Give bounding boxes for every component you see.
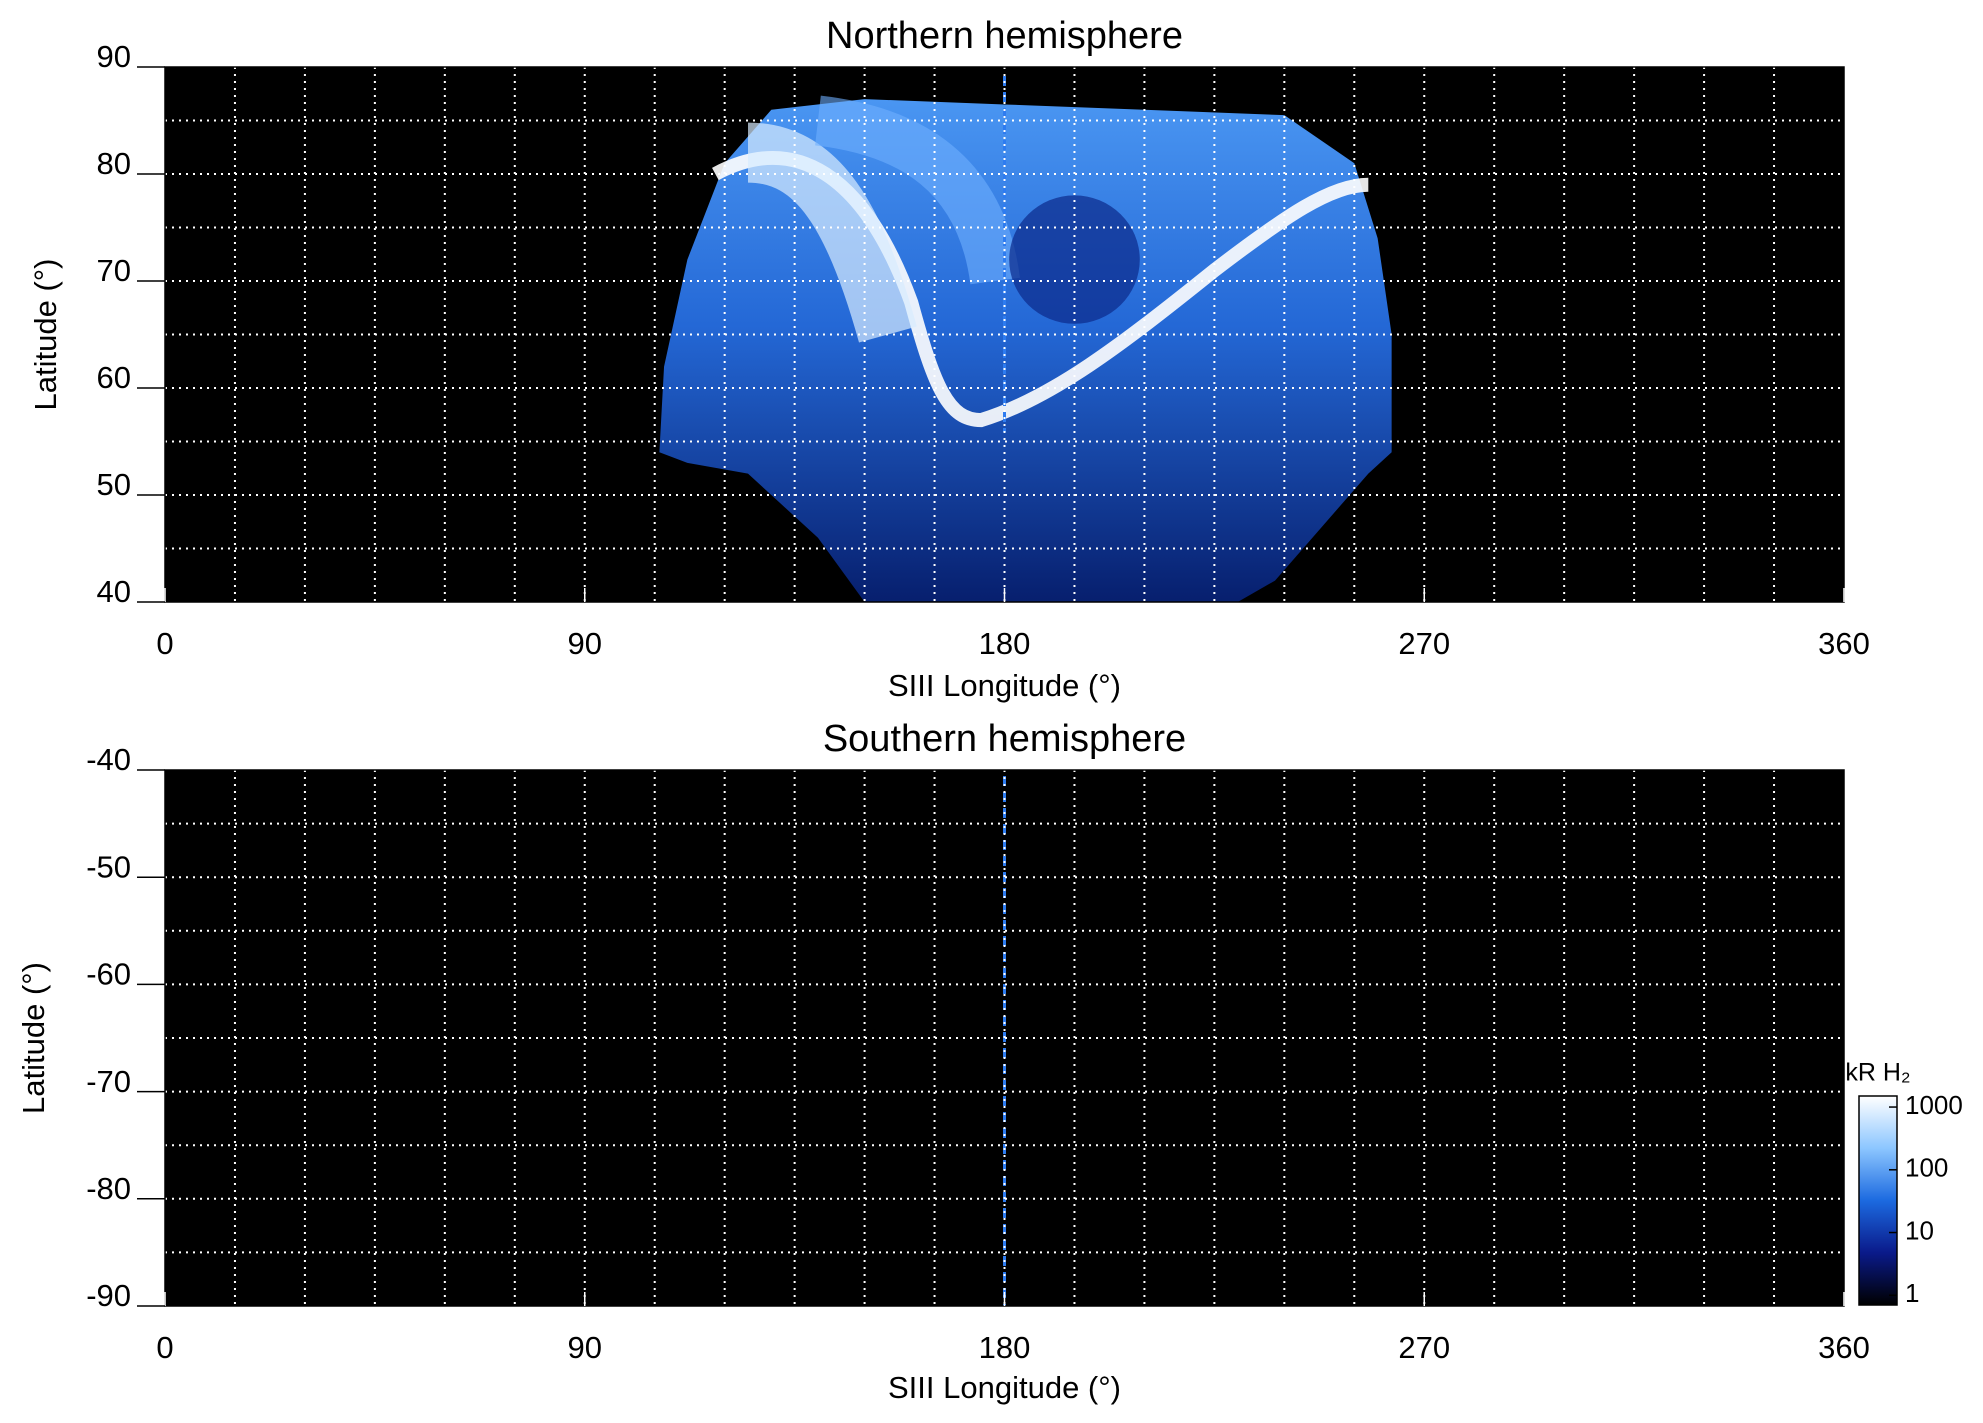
y-tick-label: -80	[86, 1171, 131, 1206]
x-axis-label: SIII Longitude (°)	[888, 1370, 1121, 1405]
y-tick-label: 60	[97, 360, 131, 395]
x-tick-label: 360	[1818, 1330, 1870, 1365]
y-tick-label: -90	[86, 1278, 131, 1313]
x-tick-label: 270	[1398, 626, 1450, 661]
x-tick-label: 0	[156, 1330, 173, 1365]
y-tick-label: -70	[86, 1064, 131, 1099]
y-tick-label: -50	[86, 849, 131, 884]
y-tick-label: 50	[97, 467, 131, 502]
y-axis-label: Latitude (°)	[16, 962, 51, 1114]
y-axis-label: Latitude (°)	[28, 259, 63, 411]
colorbar-tick-label: 1	[1905, 1278, 1919, 1308]
colorbar	[1858, 1095, 1898, 1306]
x-tick-label: 360	[1818, 626, 1870, 661]
y-tick-label: 80	[97, 146, 131, 181]
colorbar-tick-label: 100	[1905, 1153, 1948, 1183]
chart-title: Northern hemisphere	[826, 15, 1183, 57]
chart-title: Southern hemisphere	[823, 718, 1186, 760]
x-tick-label: 90	[568, 626, 602, 661]
x-tick-label: 270	[1398, 1330, 1450, 1365]
y-tick-label: 90	[97, 39, 131, 74]
x-tick-label: 180	[979, 626, 1031, 661]
y-tick-label: 70	[97, 253, 131, 288]
x-axis-label: SIII Longitude (°)	[888, 668, 1121, 703]
colorbar-tick-label: 1000	[1905, 1090, 1963, 1120]
x-tick-label: 180	[979, 1330, 1031, 1365]
x-tick-label: 90	[568, 1330, 602, 1365]
y-tick-label: 40	[97, 574, 131, 609]
colorbar-tick-label: 10	[1905, 1215, 1934, 1245]
y-tick-label: -60	[86, 957, 131, 992]
x-tick-label: 0	[156, 626, 173, 661]
y-tick-label: -40	[86, 742, 131, 777]
colorbar-label: kR H₂	[1845, 1059, 1910, 1087]
